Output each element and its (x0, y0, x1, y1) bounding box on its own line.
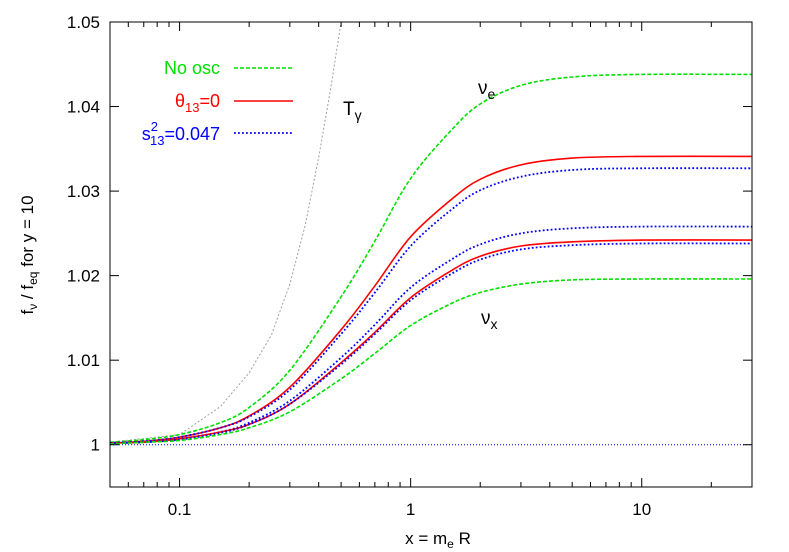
series-e-1 (110, 155, 752, 444)
annotation-nu-x: νx (481, 308, 498, 332)
legend-label-no-osc: No osc (164, 58, 220, 78)
annotation-nu-e: νe (478, 78, 496, 102)
y-tick-label: 1 (91, 436, 100, 455)
series-x-5 (110, 242, 752, 444)
y-tick-label: 1.02 (67, 267, 100, 286)
series-t-gamma (110, 22, 342, 443)
x-tick-label: 0.1 (168, 500, 192, 519)
series-x-6 (110, 278, 752, 445)
x-tick-label: 1 (406, 500, 415, 519)
x-axis-label: x = me R (405, 529, 471, 551)
annotation-t-gamma: Tγ (343, 99, 362, 123)
y-axis-label: fν / feq for y = 10 (18, 195, 40, 314)
y-tick-label: 1.05 (67, 13, 100, 32)
y-tick-label: 1.04 (67, 98, 100, 117)
series-e-2 (110, 167, 752, 444)
legend: No osc θ13=0 s2 13=0.047 (142, 58, 293, 148)
series-e-0 (110, 73, 752, 443)
legend-label-s13: s2 13=0.047 (142, 119, 220, 148)
x-tick-label: 10 (632, 500, 651, 519)
series-x-4 (110, 239, 752, 444)
y-tick-label: 1.01 (67, 351, 100, 370)
legend-label-theta13: θ13=0 (175, 91, 220, 115)
plot-frame (109, 21, 753, 488)
series-x-3 (110, 225, 752, 444)
y-tick-label: 1.03 (67, 182, 100, 201)
